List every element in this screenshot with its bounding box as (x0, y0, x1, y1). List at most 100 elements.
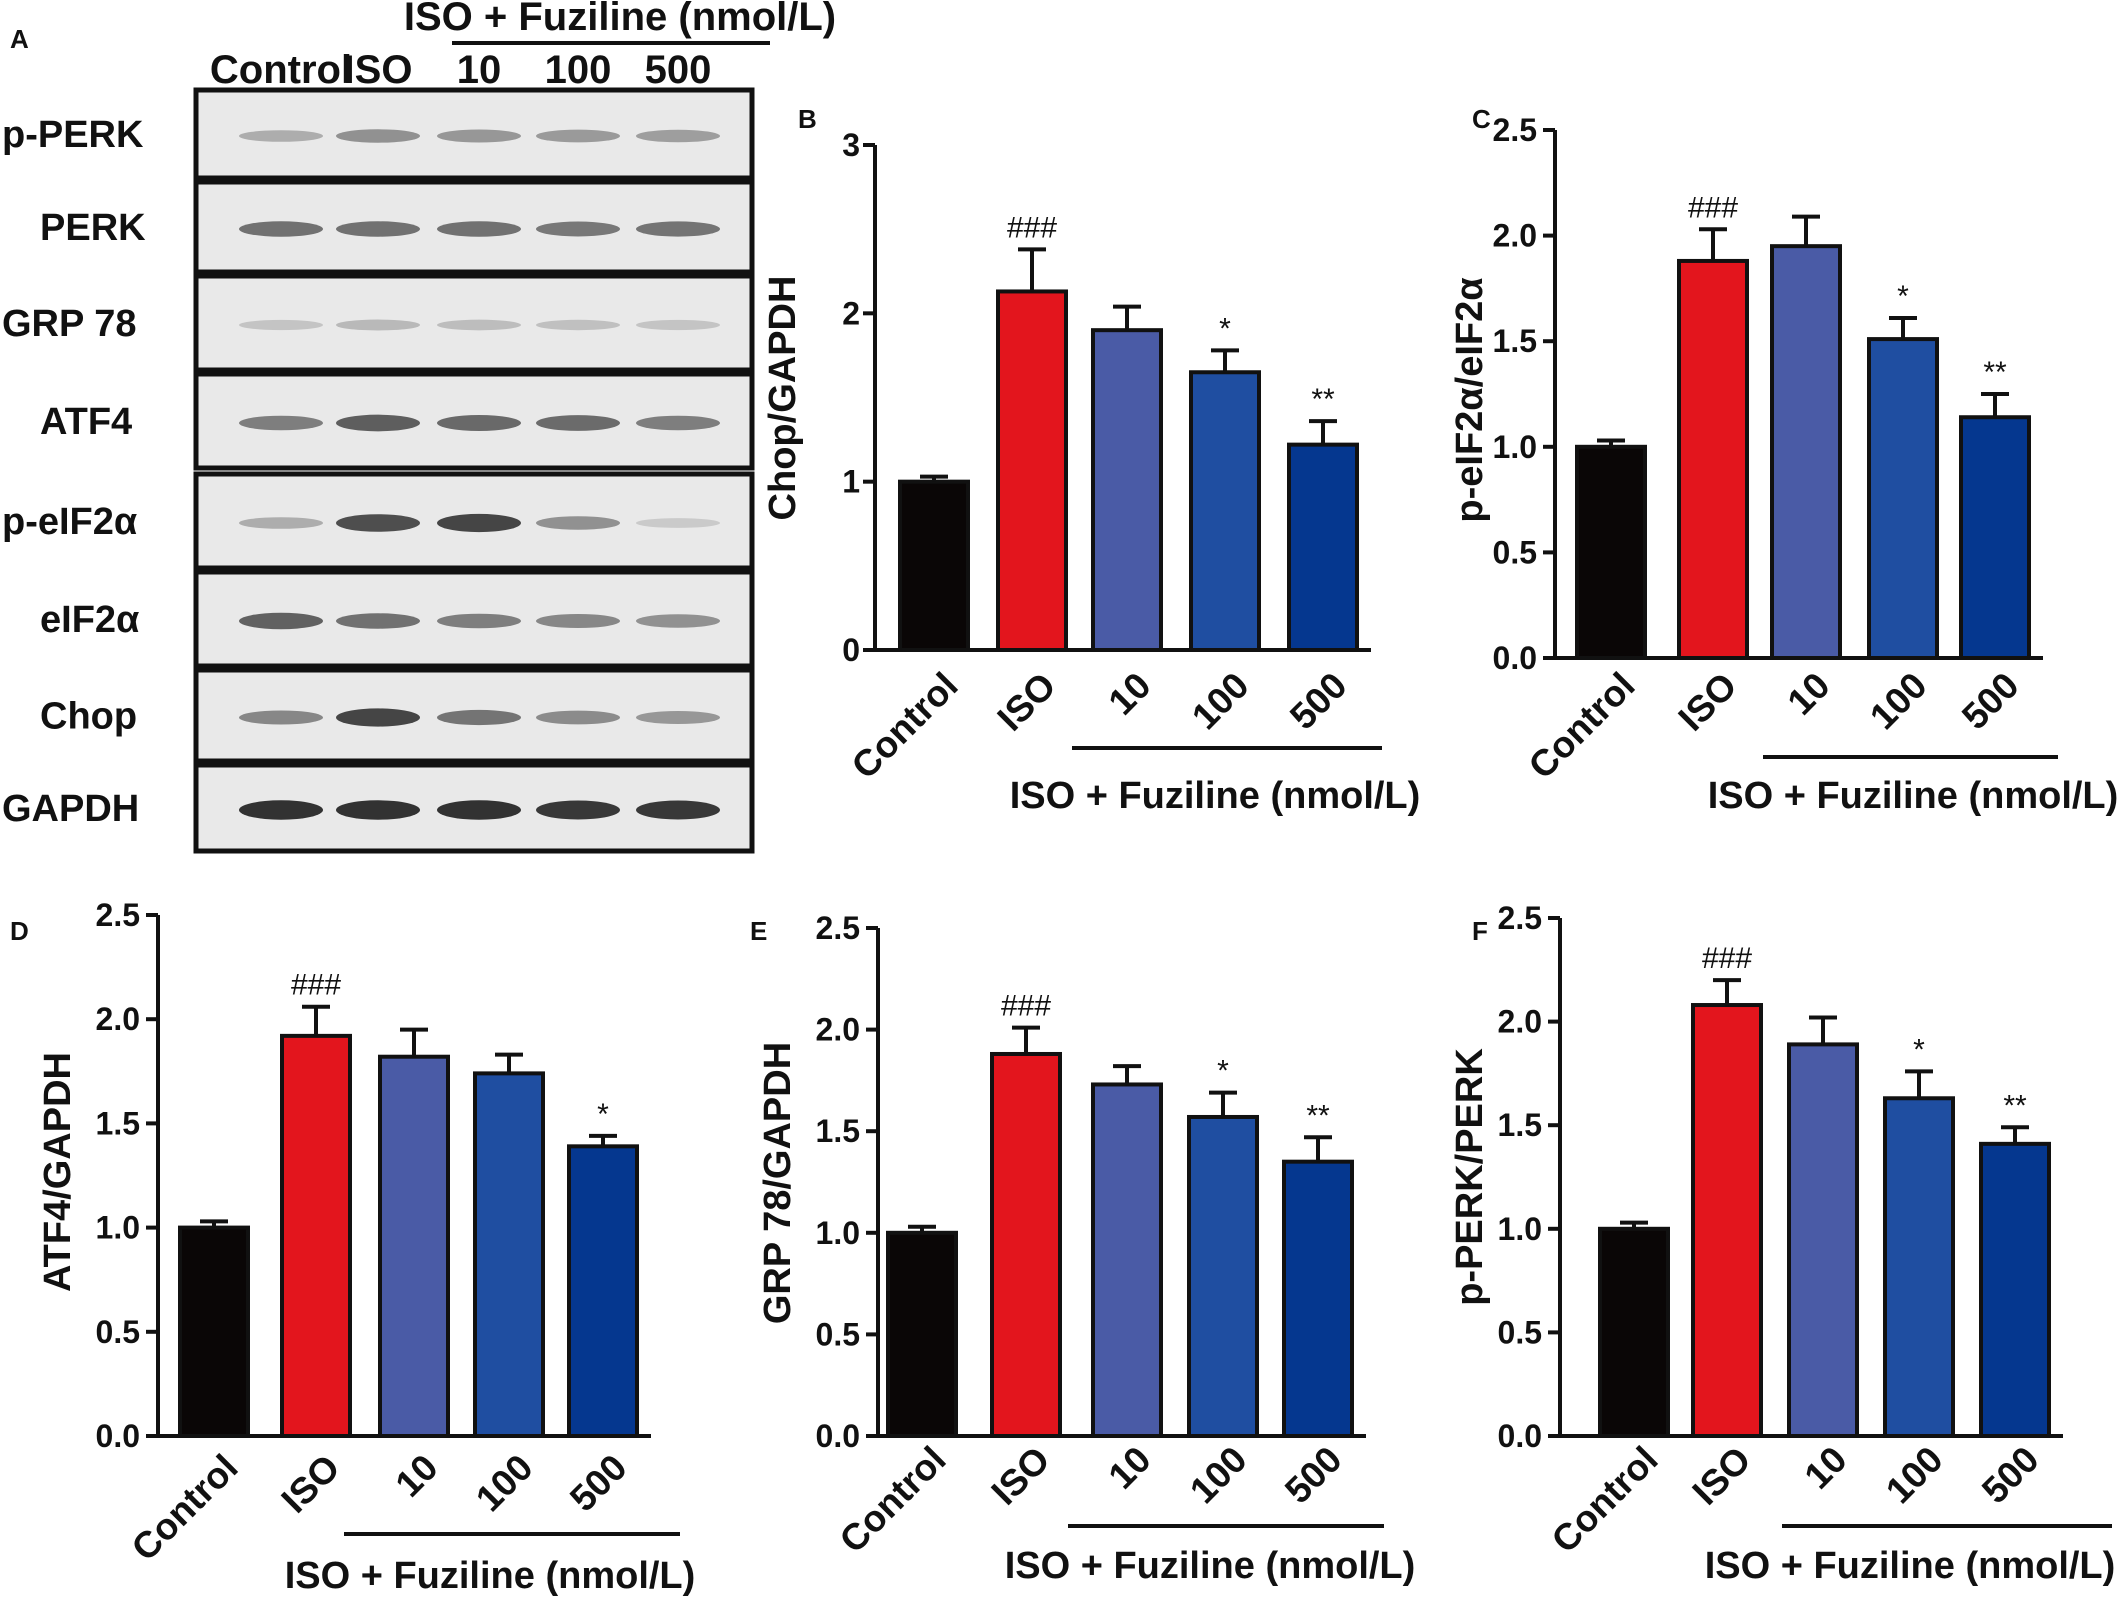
significance-mark: * (1219, 312, 1231, 345)
blot-band (336, 129, 420, 143)
blot-row-label: Chop (40, 696, 137, 738)
x-category-label: ISO (1685, 1439, 1759, 1513)
bar-10 (1091, 328, 1163, 652)
blot-band (437, 129, 521, 143)
y-tick-label: 2.0 (1498, 1004, 1542, 1040)
y-tick-label: 2.0 (816, 1012, 860, 1048)
panel-letter-c: C (1472, 104, 1491, 134)
x-category-label: 10 (1101, 1439, 1159, 1497)
chart-panel-b: B 0 1 2 3 Chop/GAPDH Control ### ISO 10 * 100 ** 500 I… (762, 104, 1420, 817)
bar-control (1598, 1226, 1670, 1439)
y-tick-label: 0.0 (96, 1418, 140, 1454)
y-tick-label: 1.5 (1493, 323, 1537, 359)
panel-letter-d: D (10, 916, 29, 946)
y-axis-title: p-PERK/PERK (1449, 1048, 1491, 1306)
x-category-label: Control (832, 1439, 954, 1561)
x-category-label: 10 (1780, 665, 1838, 723)
blot-band (336, 414, 420, 432)
y-axis-title: ATF4/GAPDH (37, 1052, 79, 1292)
group-label: ISO + Fuziline (nmol/L) (285, 1555, 696, 1597)
y-axis-title: Chop/GAPDH (762, 276, 804, 521)
blot-band (636, 415, 720, 431)
significance-mark: ### (1702, 942, 1752, 975)
blot-band (536, 710, 620, 725)
x-category-label: 500 (1277, 1439, 1350, 1512)
blot-band (437, 513, 521, 533)
blot-band (336, 221, 420, 237)
group-label: ISO + Fuziline (nmol/L) (1010, 775, 1421, 817)
blot-band (239, 319, 323, 331)
x-category-label: 500 (1974, 1439, 2047, 1512)
bar-control (898, 479, 970, 652)
x-category-label: 100 (1878, 1439, 1951, 1512)
blot-band (336, 514, 420, 532)
bar-500 (1979, 1141, 2051, 1439)
bar-500 (1287, 442, 1359, 652)
blot-band (239, 612, 323, 630)
blot-band (536, 614, 620, 628)
chart-panel-d: D 0.0 0.5 1.0 1.5 2.0 2.5 ATF4/GAPDH Control ### I… (10, 897, 695, 1597)
blot-band (239, 710, 323, 725)
y-tick-label: 1.5 (1498, 1107, 1542, 1143)
significance-mark: ** (1983, 356, 2007, 389)
x-category-label: 500 (1282, 665, 1355, 738)
blot-band (437, 319, 521, 331)
blot-row-label: GAPDH (2, 788, 139, 830)
bar-control (886, 1230, 958, 1439)
significance-mark: ** (1311, 383, 1335, 416)
x-category-label: Control (1521, 665, 1643, 787)
blot-group-label: ISO + Fuziline (nmol/L) (404, 0, 836, 39)
blot-band (636, 710, 720, 725)
y-tick-label: 0.5 (816, 1316, 860, 1352)
blot-band (437, 221, 521, 237)
significance-mark: * (1217, 1055, 1229, 1088)
blot-band (536, 415, 620, 431)
x-category-label: 100 (1184, 665, 1257, 738)
bar-10 (1787, 1042, 1859, 1438)
y-tick-label: 2 (842, 295, 860, 331)
blot-band (437, 800, 521, 820)
blot-band (536, 221, 620, 237)
x-category-label: Control (1544, 1439, 1666, 1561)
x-category-label: 100 (1182, 1439, 1255, 1512)
bar-10 (1091, 1082, 1163, 1438)
group-label: ISO + Fuziline (nmol/L) (1005, 1545, 1416, 1587)
y-tick-label: 2.5 (1498, 900, 1542, 936)
blot-band (636, 319, 720, 331)
bar-iso (280, 1033, 352, 1438)
chart-panel-c: C 0.0 0.5 1.0 1.5 2.0 2.5 p-eIF2α/eIF2α Control #… (1449, 104, 2118, 817)
y-tick-label: 2.5 (1493, 112, 1537, 148)
y-axis-title: p-eIF2α/eIF2α (1449, 277, 1491, 522)
x-category-label: 10 (1101, 665, 1159, 723)
panel-letter-e: E (750, 916, 767, 946)
blot-row-label: PERK (40, 207, 146, 249)
y-tick-label: 2.0 (96, 1001, 140, 1037)
blot-band (536, 319, 620, 331)
y-tick-label: 2.0 (1493, 218, 1537, 254)
blot-lane-label: 10 (457, 48, 502, 92)
x-category-label: 100 (1862, 665, 1935, 738)
y-tick-label: 1.5 (816, 1113, 860, 1149)
blot-band (536, 800, 620, 820)
blot-band (239, 517, 323, 529)
bar-100 (473, 1071, 545, 1439)
blot-lane-label: ISO (344, 48, 413, 92)
y-axis-title: GRP 78/GAPDH (757, 1042, 799, 1324)
x-category-label: 10 (1797, 1439, 1855, 1497)
blot-band (437, 613, 521, 629)
blot-row-label: GRP 78 (2, 303, 136, 345)
y-tick-label: 0.0 (816, 1418, 860, 1454)
x-category-label: ISO (990, 665, 1064, 739)
y-tick-label: 0 (842, 632, 860, 668)
x-category-label: 10 (388, 1447, 446, 1505)
blot-band (536, 516, 620, 530)
bar-100 (1883, 1096, 1955, 1439)
bar-iso (1677, 258, 1749, 660)
significance-mark: * (1897, 280, 1909, 313)
blot-row-label: p-PERK (2, 114, 144, 156)
blot-band (636, 518, 720, 528)
blot-band (336, 800, 420, 820)
bar-iso (1691, 1003, 1763, 1438)
x-category-label: Control (124, 1447, 246, 1569)
y-tick-label: 1 (842, 464, 860, 500)
